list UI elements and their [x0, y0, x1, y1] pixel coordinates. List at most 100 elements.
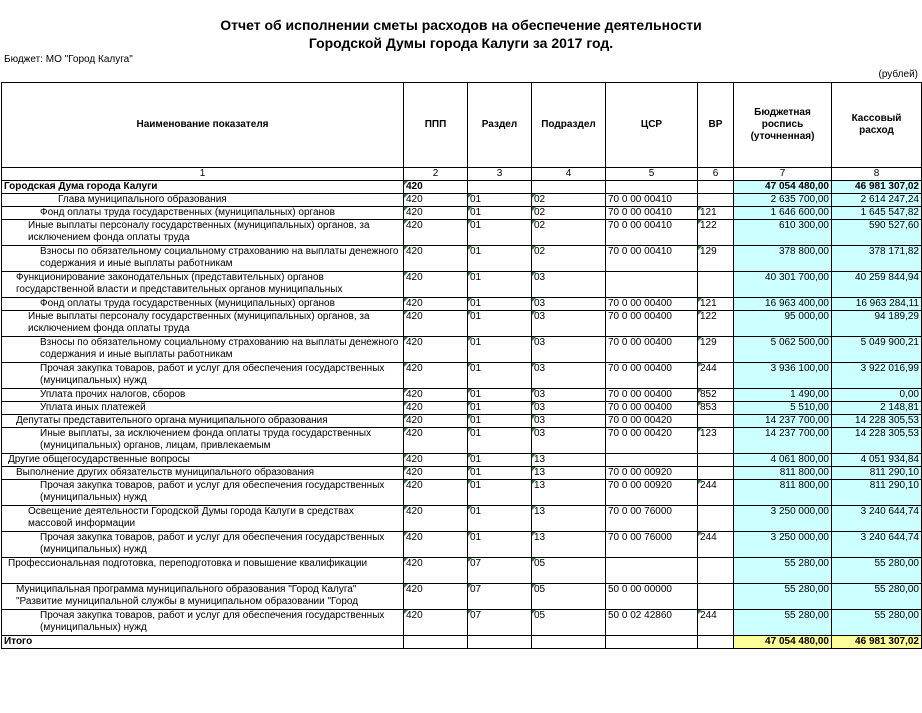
- row-ppp: 420: [403, 271, 468, 298]
- row-razdel: 07: [467, 583, 532, 610]
- row-vr: 244: [697, 609, 734, 636]
- row-csr: 70 0 00 00400: [605, 362, 698, 389]
- total-label: Итого: [1, 635, 404, 649]
- row-razdel: [467, 180, 532, 194]
- row-csr: 70 0 00 76000: [605, 505, 698, 532]
- row-podrazdel: 13: [531, 466, 606, 480]
- row-podrazdel: 02: [531, 206, 606, 220]
- col-header-budget-l3: (уточненная): [750, 131, 815, 142]
- row-podrazdel: 13: [531, 453, 606, 467]
- row-vr: [697, 505, 734, 532]
- row-razdel: 01: [467, 206, 532, 220]
- col-number: 7: [733, 167, 832, 181]
- column-number-row: 1 2 3 4 5 6 7 8: [1, 167, 922, 181]
- row-budget: 610 300,00: [733, 219, 832, 246]
- row-name: Фонд оплаты труда государственных (муниц…: [1, 206, 404, 220]
- row-razdel: 01: [467, 466, 532, 480]
- row-razdel: 01: [467, 388, 532, 402]
- row-podrazdel: 13: [531, 479, 606, 506]
- row-name: Уплата иных платежей: [1, 401, 404, 415]
- row-budget: 55 280,00: [733, 609, 832, 636]
- row-vr: 244: [697, 531, 734, 558]
- row-vr: 129: [697, 336, 734, 363]
- row-cash: 2 148,81: [831, 401, 922, 415]
- col-header-budget: Бюджетная роспись (уточненная): [733, 82, 832, 168]
- row-vr: 852: [697, 388, 734, 402]
- col-number: 5: [605, 167, 698, 181]
- col-header-cash-l2: расход: [859, 125, 894, 136]
- row-csr: [605, 557, 698, 584]
- table-row: Иные выплаты, за исключением фонда оплат…: [1, 427, 922, 454]
- table-row: Уплата прочих налогов, сборов 420 01 03 70 0…: [1, 388, 922, 402]
- row-podrazdel: 05: [531, 583, 606, 610]
- col-header-cash: Кассовый расход: [831, 82, 922, 168]
- row-cash: 1 645 547,82: [831, 206, 922, 220]
- row-ppp: 420: [403, 245, 468, 272]
- row-csr: 70 0 00 00400: [605, 336, 698, 363]
- row-podrazdel: 03: [531, 414, 606, 428]
- row-ppp: 420: [403, 401, 468, 415]
- row-cash: 3 240 644,74: [831, 531, 922, 558]
- row-vr: 121: [697, 206, 734, 220]
- row-name: Прочая закупка товаров, работ и услуг дл…: [1, 362, 404, 389]
- row-vr: 123: [697, 427, 734, 454]
- row-cash: 16 963 284,11: [831, 297, 922, 311]
- row-cash: 811 290,10: [831, 479, 922, 506]
- col-header-podrazdel: Подраздел: [531, 82, 606, 168]
- table-row: Профессиональная подготовка, переподгото…: [1, 557, 922, 584]
- col-header-name: Наименование показателя: [1, 82, 404, 168]
- row-name: Депутаты представительного органа муници…: [1, 414, 404, 428]
- row-vr: [697, 557, 734, 584]
- table-row: Освещение деятельности Городской Думы го…: [1, 505, 922, 532]
- row-ppp: 420: [403, 297, 468, 311]
- row-budget: 378 800,00: [733, 245, 832, 272]
- row-csr: 70 0 00 00920: [605, 479, 698, 506]
- table-row: Уплата иных платежей 420 01 03 70 0 00 00400…: [1, 401, 922, 415]
- row-name: Городская Дума города Калуги: [1, 180, 404, 194]
- row-name: Прочая закупка товаров, работ и услуг дл…: [1, 609, 404, 636]
- row-podrazdel: 03: [531, 388, 606, 402]
- row-csr: 70 0 00 00420: [605, 414, 698, 428]
- row-ppp: 420: [403, 310, 468, 337]
- row-cash: 3 240 644,74: [831, 505, 922, 532]
- row-budget: 95 000,00: [733, 310, 832, 337]
- row-vr: [697, 466, 734, 480]
- row-cash: 14 228 305,53: [831, 414, 922, 428]
- total-cash: 46 981 307,02: [831, 635, 922, 649]
- row-csr: 50 0 00 00000: [605, 583, 698, 610]
- table-row: Выполнение других обязательств муниципал…: [1, 466, 922, 480]
- row-cash: 2 614 247,24: [831, 193, 922, 207]
- row-podrazdel: 03: [531, 271, 606, 298]
- row-vr: [697, 453, 734, 467]
- row-podrazdel: 05: [531, 557, 606, 584]
- row-ppp: 420: [403, 180, 468, 194]
- total-row: Итого 47 054 480,00 46 981 307,02: [1, 635, 922, 649]
- row-csr: 70 0 00 00410: [605, 193, 698, 207]
- col-number: 6: [697, 167, 734, 181]
- col-header-vr: ВР: [697, 82, 734, 168]
- row-podrazdel: 03: [531, 336, 606, 363]
- row-name: Прочая закупка товаров, работ и услуг дл…: [1, 531, 404, 558]
- col-header-razdel: Раздел: [467, 82, 532, 168]
- row-vr: 129: [697, 245, 734, 272]
- row-budget: 2 635 700,00: [733, 193, 832, 207]
- row-name: Глава муниципального образования: [1, 193, 404, 207]
- table-row: Депутаты представительного органа муници…: [1, 414, 922, 428]
- row-budget: 811 800,00: [733, 466, 832, 480]
- row-vr: 122: [697, 310, 734, 337]
- table-row: Муниципальная программа муниципального о…: [1, 583, 922, 610]
- row-csr: 70 0 00 00410: [605, 219, 698, 246]
- row-ppp: 420: [403, 531, 468, 558]
- col-number: 3: [467, 167, 532, 181]
- row-budget: 3 250 000,00: [733, 505, 832, 532]
- col-number: 8: [831, 167, 922, 181]
- row-ppp: 420: [403, 362, 468, 389]
- row-csr: 70 0 00 00420: [605, 427, 698, 454]
- row-budget: 16 963 400,00: [733, 297, 832, 311]
- row-name: Уплата прочих налогов, сборов: [1, 388, 404, 402]
- row-ppp: 420: [403, 193, 468, 207]
- row-cash: 40 259 844,94: [831, 271, 922, 298]
- total-budget: 47 054 480,00: [733, 635, 832, 649]
- col-header-budget-l1: Бюджетная: [754, 107, 811, 118]
- expenditure-table: Наименование показателя ППП Раздел Подра…: [1, 82, 922, 649]
